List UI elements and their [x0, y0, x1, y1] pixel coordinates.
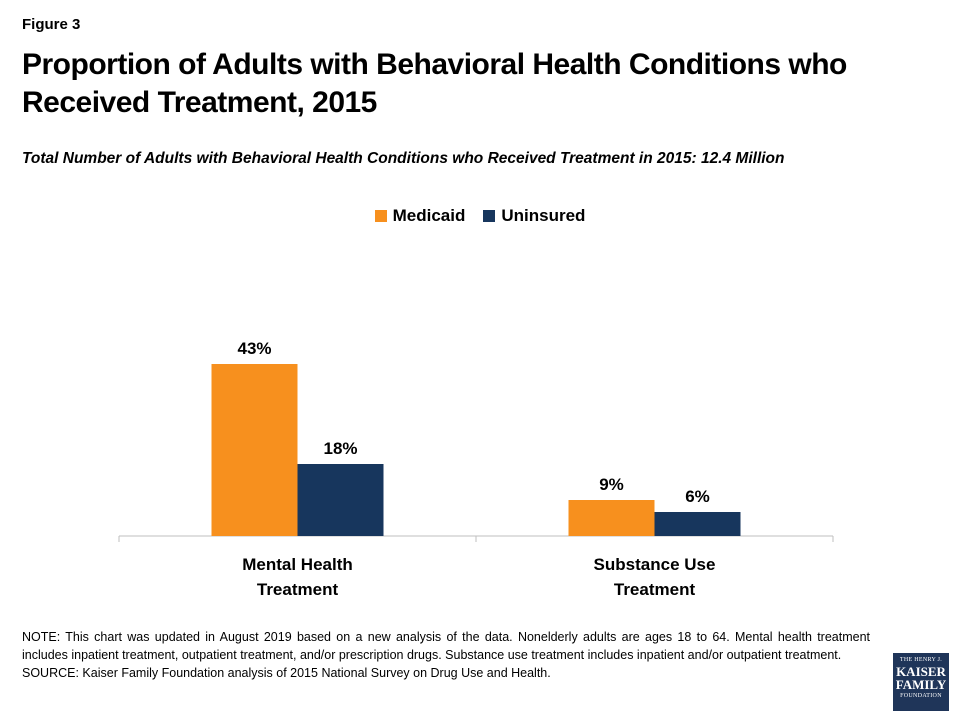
chart-subtitle: Total Number of Adults with Behavioral H… — [22, 150, 785, 167]
legend-label-uninsured: Uninsured — [501, 206, 586, 225]
chart-notes: NOTE: This chart was updated in August 2… — [22, 628, 870, 682]
note-text: NOTE: This chart was updated in August 2… — [22, 630, 870, 662]
category-label: Treatment — [257, 580, 339, 599]
data-label-medicaid: 43% — [237, 339, 271, 358]
data-label-medicaid: 9% — [599, 475, 624, 494]
legend-item-uninsured: Uninsured — [483, 206, 585, 226]
category-label: Treatment — [614, 580, 696, 599]
kff-logo: THE HENRY J. KAISER FAMILY FOUNDATION — [893, 653, 949, 711]
legend-label-medicaid: Medicaid — [392, 206, 466, 225]
legend-swatch-medicaid — [374, 210, 387, 222]
data-label-uninsured: 18% — [323, 439, 357, 458]
data-label-uninsured: 6% — [685, 487, 710, 506]
bar-chart: 43% 18% Mental Health Treatment 9% 6% Substanc… — [118, 339, 834, 599]
bar-medicaid — [211, 364, 298, 536]
legend-swatch-uninsured — [483, 210, 496, 222]
category-label: Mental Health — [242, 555, 353, 574]
bar-medicaid — [568, 500, 655, 536]
figure-label: Figure 3 — [22, 16, 81, 33]
logo-line-3: FAMILY — [895, 677, 947, 692]
bar-uninsured — [297, 464, 384, 536]
chart-title: Proportion of Adults with Behavioral Hea… — [22, 48, 847, 119]
bar-uninsured — [654, 512, 741, 536]
chart-legend: Medicaid Uninsured — [0, 206, 960, 226]
logo-line-1: THE HENRY J. — [899, 657, 943, 663]
category-label: Substance Use — [594, 555, 716, 574]
logo-line-4: FOUNDATION — [900, 693, 942, 699]
source-text: SOURCE: Kaiser Family Foundation analysi… — [22, 666, 551, 680]
legend-item-medicaid: Medicaid — [374, 206, 466, 226]
logo-line-2: KAISER — [896, 664, 946, 679]
